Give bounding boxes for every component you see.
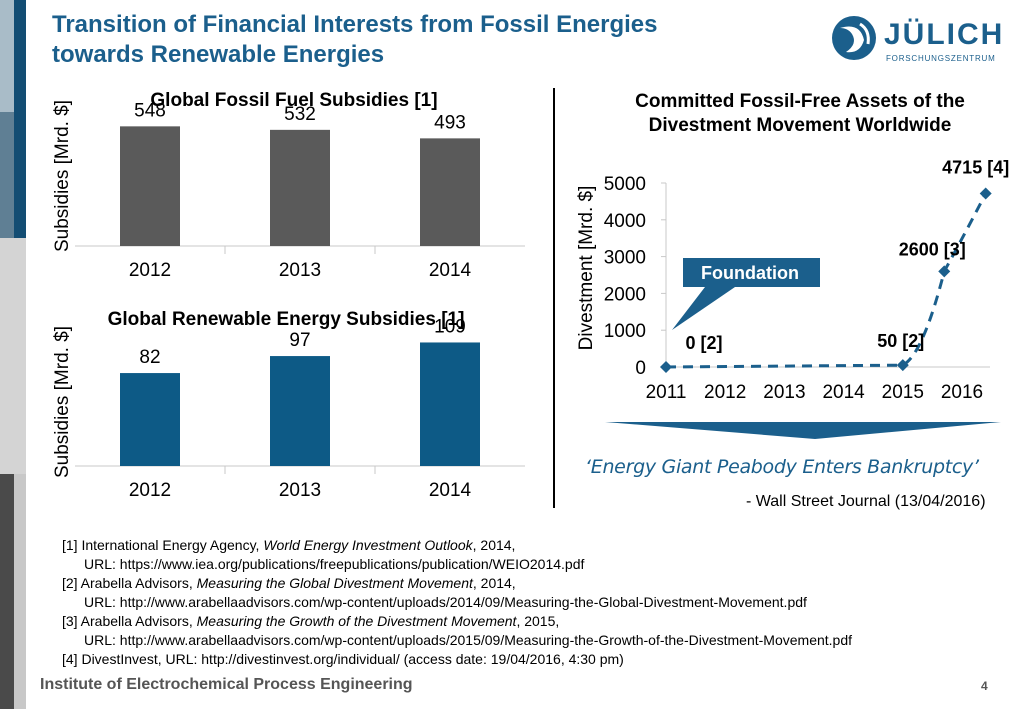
data-point-marker: [660, 361, 672, 373]
fossil-chart-title: Global Fossil Fuel Subsidies [1]: [150, 90, 437, 111]
slide-title: Transition of Financial Interests from F…: [52, 10, 752, 70]
renewable-chart-title: Global Renewable Energy Subsidies [1]: [108, 309, 465, 330]
bar: [420, 342, 480, 466]
bar-value-label: 97: [289, 330, 310, 351]
data-point-marker: [938, 265, 951, 278]
news-quote: ‘Energy Giant Peabody Enters Bankruptcy’: [585, 456, 979, 478]
slide-title-line2: towards Renewable Energies: [52, 41, 385, 68]
reference-2-url: URL: http://www.arabellaadvisors.com/wp-…: [84, 594, 807, 610]
references: [1] International Energy Agency, World E…: [62, 536, 852, 669]
bar-value-label: 82: [139, 347, 160, 368]
quote-source: - Wall Street Journal (13/04/2016): [746, 493, 986, 510]
reference-1: [1] International Energy Agency, World E…: [62, 537, 516, 553]
bar-value-label: 532: [284, 104, 316, 125]
x-tick-label: 2015: [882, 382, 924, 403]
reference-3: [3] Arabella Advisors, Measuring the Gro…: [62, 613, 560, 629]
logo-subtitle: FORSCHUNGSZENTRUM: [886, 54, 996, 63]
footer-institute: Institute of Electrochemical Process Eng…: [40, 676, 413, 693]
reference-2: [2] Arabella Advisors, Measuring the Glo…: [62, 575, 516, 591]
y-tick-label: 5000: [604, 174, 646, 195]
x-tick-label: 2011: [646, 382, 687, 403]
foundation-callout-label: Foundation: [701, 263, 799, 283]
x-tick-label: 2013: [763, 382, 805, 403]
data-point-label: 2600 [3]: [899, 239, 966, 259]
y-tick-label: 2000: [604, 284, 646, 305]
x-tick-label: 2012: [704, 382, 746, 403]
x-tick-label: 2012: [129, 260, 171, 281]
data-point-marker: [896, 359, 909, 372]
reference-1-url: URL: https://www.iea.org/publications/fr…: [84, 556, 585, 572]
sidebar-stripe-dark: [14, 0, 26, 238]
y-tick-label: 1000: [604, 321, 646, 342]
down-arrow-band: [605, 422, 1001, 439]
bar: [270, 129, 330, 246]
x-tick-label: 2014: [822, 382, 865, 403]
sidebar-stripe-silver: [14, 474, 26, 709]
slide-title-line1: Transition of Financial Interests from F…: [52, 11, 658, 38]
julich-logo: JÜLICH FORSCHUNGSZENTRUM: [830, 14, 1002, 68]
x-tick-label: 2014: [429, 480, 472, 501]
renewable-subsidies-chart: Global Renewable Energy Subsidies [1] Su…: [52, 309, 525, 501]
bar: [420, 138, 480, 246]
fossil-subsidies-chart: Global Fossil Fuel Subsidies [1] Subsidi…: [52, 90, 525, 281]
fossil-y-axis-label: Subsidies [Mrd. $]: [52, 100, 73, 252]
reference-3-url: URL: http://www.arabellaadvisors.com/wp-…: [84, 632, 853, 648]
divestment-chart: Committed Fossil-Free Assets of the Dive…: [576, 91, 1009, 403]
x-tick-label: 2013: [279, 260, 321, 281]
divestment-title-line2: Divestment Movement Worldwide: [649, 115, 952, 136]
bar: [120, 126, 180, 246]
logo-name: JÜLICH: [884, 18, 1005, 51]
fossil-bars: 548 2012 532 2013 493 2014: [75, 100, 525, 281]
renewable-bars: 82 2012 97 2013 109 2014: [75, 316, 525, 501]
y-tick-label: 0: [635, 358, 646, 379]
x-tick-label: 2016: [941, 382, 983, 403]
reference-4: [4] DivestInvest, URL: http://divestinve…: [62, 651, 624, 667]
julich-swirl-icon: [832, 16, 876, 60]
divestment-title-line1: Committed Fossil-Free Assets of the: [635, 91, 965, 112]
sidebar-stripe-grey: [0, 238, 26, 474]
x-tick-label: 2014: [429, 260, 472, 281]
data-point-label: 4715 [4]: [942, 157, 1009, 177]
bar: [120, 373, 180, 466]
bar-value-label: 109: [434, 316, 466, 337]
vertical-divider: [553, 88, 555, 508]
divestment-line-plot: 0 1000 2000 3000 4000 5000 2011 2012 2013 2014 201…: [604, 157, 1009, 403]
x-tick-label: 2013: [279, 480, 321, 501]
arrow-band-shape: [605, 422, 1001, 439]
y-tick-label: 3000: [604, 248, 646, 269]
bar-value-label: 548: [134, 100, 166, 121]
renewable-y-axis-label: Subsidies [Mrd. $]: [52, 326, 73, 478]
x-tick-label: 2012: [129, 480, 171, 501]
bar-value-label: 493: [434, 112, 466, 133]
data-point-marker: [979, 187, 992, 200]
bar: [270, 356, 330, 466]
data-point-label: 50 [2]: [877, 331, 924, 351]
y-tick-label: 4000: [604, 211, 646, 232]
divestment-y-axis-label: Divestment [Mrd. $]: [576, 186, 597, 351]
data-point-label: 0 [2]: [685, 333, 722, 353]
page-number: 4: [981, 679, 988, 693]
foundation-callout-shape: [672, 258, 820, 330]
